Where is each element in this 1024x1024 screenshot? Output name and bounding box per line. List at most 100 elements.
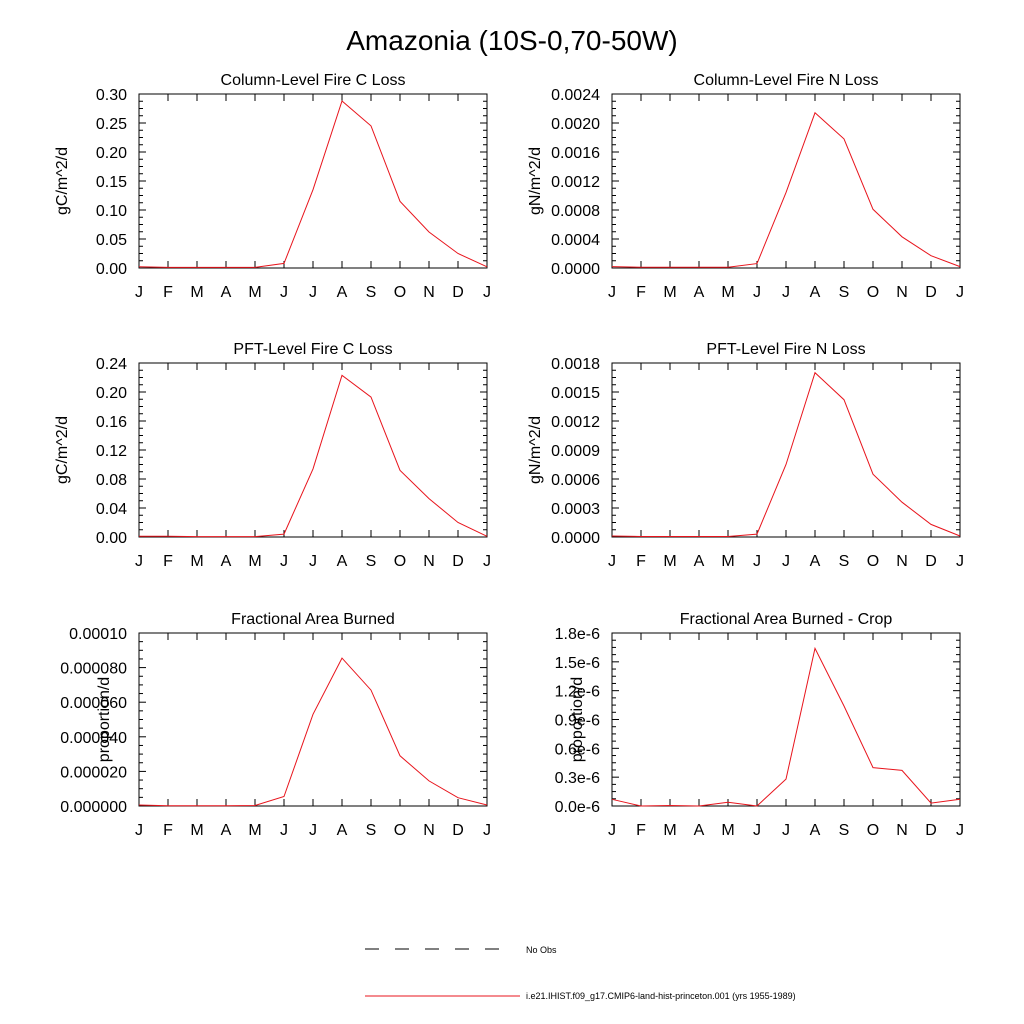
x-tick-label: N <box>423 284 435 301</box>
plot-frame <box>138 632 488 807</box>
x-tick-label: A <box>810 553 821 570</box>
legend-no-obs-label: No Obs <box>526 945 557 955</box>
x-tick-label: D <box>452 822 464 839</box>
x-tick-label: J <box>782 553 790 570</box>
x-tick-label: O <box>867 553 879 570</box>
y-tick-label: 0.0016 <box>551 145 600 162</box>
figure-title: Amazonia (10S-0,70-50W) <box>346 25 677 56</box>
x-tick-label: F <box>163 822 173 839</box>
y-axis-label: proportion/d <box>96 677 113 762</box>
x-tick-label: O <box>394 822 406 839</box>
x-tick-label: N <box>423 553 435 570</box>
y-tick-label: 0.10 <box>96 203 127 220</box>
x-tick-label: S <box>839 553 850 570</box>
y-axis-label: gN/m^2/d <box>527 416 544 484</box>
x-tick-label: N <box>423 822 435 839</box>
y-tick-label: 0.25 <box>96 116 127 133</box>
x-tick-label: M <box>248 822 261 839</box>
plot-frame <box>611 362 961 538</box>
x-tick-label: J <box>280 284 288 301</box>
x-tick-label: J <box>280 553 288 570</box>
plot-frame <box>611 632 961 807</box>
x-tick-label: O <box>867 822 879 839</box>
x-tick-label: M <box>721 553 734 570</box>
x-tick-label: M <box>190 553 203 570</box>
y-tick-label: 1.2e-6 <box>555 684 600 701</box>
y-tick-label: 0.00 <box>96 530 127 547</box>
x-tick-label: J <box>956 284 964 301</box>
x-tick-label: M <box>190 284 203 301</box>
y-tick-label: 1.5e-6 <box>555 655 600 672</box>
y-tick-label: 1.8e-6 <box>555 626 600 643</box>
y-tick-label: 0.00 <box>96 261 127 278</box>
x-tick-label: J <box>135 284 143 301</box>
y-tick-label: 0.30 <box>96 87 127 104</box>
y-tick-label: 0.0012 <box>551 414 600 431</box>
y-tick-label: 0.0018 <box>551 356 600 373</box>
x-tick-label: M <box>721 284 734 301</box>
x-tick-label: F <box>636 553 646 570</box>
series-line-1 <box>138 657 488 807</box>
y-tick-label: 0.0020 <box>551 116 600 133</box>
plot-frame <box>138 362 488 538</box>
y-tick-label: 0.05 <box>96 232 127 249</box>
x-tick-label: D <box>925 822 937 839</box>
series-line-1 <box>611 646 961 807</box>
x-tick-label: O <box>867 284 879 301</box>
x-tick-label: A <box>337 284 348 301</box>
panel-title: Fractional Area Burned - Crop <box>680 611 893 628</box>
y-axis-label: gC/m^2/d <box>54 147 71 215</box>
x-tick-label: J <box>608 284 616 301</box>
x-tick-label: M <box>663 553 676 570</box>
x-tick-label: A <box>810 822 821 839</box>
x-tick-label: S <box>839 284 850 301</box>
x-tick-label: F <box>163 284 173 301</box>
y-tick-label: 0.0006 <box>551 472 600 489</box>
x-tick-label: M <box>248 284 261 301</box>
y-tick-label: 0.20 <box>96 385 127 402</box>
y-tick-label: 0.0012 <box>551 174 600 191</box>
y-tick-label: 0.12 <box>96 443 127 460</box>
x-tick-label: A <box>337 822 348 839</box>
panel-title: Column-Level Fire C Loss <box>221 72 406 89</box>
plot-frame <box>611 93 961 269</box>
x-tick-label: J <box>608 822 616 839</box>
y-tick-label: 0.0000 <box>551 261 600 278</box>
x-tick-label: J <box>753 553 761 570</box>
y-tick-label: 0.000040 <box>60 730 127 747</box>
x-tick-label: J <box>309 553 317 570</box>
x-tick-label: A <box>810 284 821 301</box>
x-tick-label: A <box>694 553 705 570</box>
x-tick-label: J <box>753 822 761 839</box>
panel-title: PFT-Level Fire N Loss <box>706 341 865 358</box>
x-tick-label: F <box>636 284 646 301</box>
x-tick-label: A <box>221 822 232 839</box>
y-tick-label: 0.000060 <box>60 695 127 712</box>
y-tick-label: 0.15 <box>96 174 127 191</box>
x-tick-label: J <box>135 822 143 839</box>
y-axis-label: gC/m^2/d <box>54 416 71 484</box>
x-tick-label: J <box>608 553 616 570</box>
y-axis-label: gN/m^2/d <box>527 147 544 215</box>
x-tick-label: M <box>248 553 261 570</box>
legend: No Obs i.e21.IHIST.f09_g17.CMIP6-land-hi… <box>365 945 796 1001</box>
x-tick-label: D <box>925 284 937 301</box>
y-tick-label: 0.16 <box>96 414 127 431</box>
x-tick-label: F <box>636 822 646 839</box>
panel-title: Fractional Area Burned <box>231 611 395 628</box>
x-tick-label: J <box>782 822 790 839</box>
panel-title: PFT-Level Fire C Loss <box>233 341 392 358</box>
x-tick-label: A <box>221 553 232 570</box>
x-tick-label: M <box>663 822 676 839</box>
y-axis-label: proportion/d <box>569 677 586 762</box>
x-tick-label: J <box>309 822 317 839</box>
series-line-1 <box>139 374 488 538</box>
y-tick-label: 0.0008 <box>551 203 600 220</box>
x-tick-label: J <box>309 284 317 301</box>
x-tick-label: J <box>956 553 964 570</box>
